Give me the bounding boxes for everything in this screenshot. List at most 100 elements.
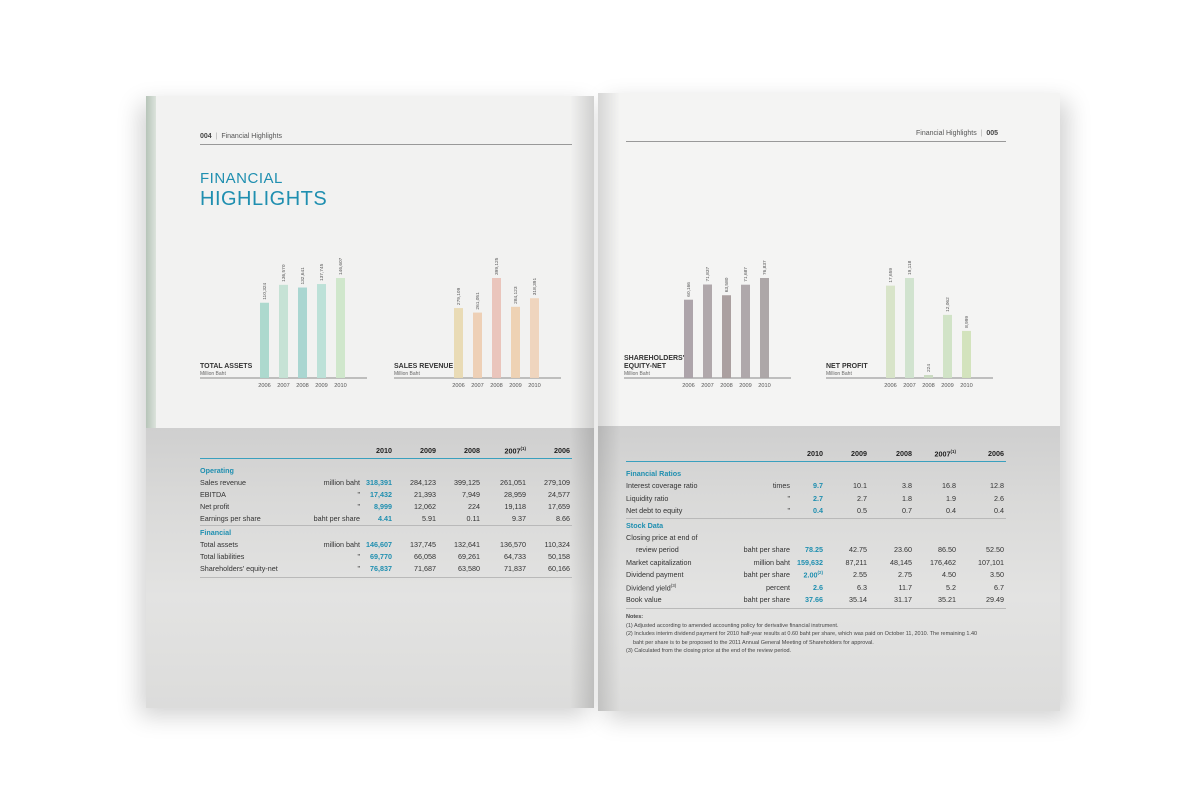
table-row: Sales revenue million baht 318,391 284,123 3… xyxy=(200,478,572,488)
x-tick-label: 2008 xyxy=(490,383,502,389)
row-unit: baht per share xyxy=(743,570,790,580)
chart-bar xyxy=(317,284,326,378)
cell-value: 132,641 xyxy=(454,540,480,549)
header-rule xyxy=(200,144,572,145)
brushed-metal-panel xyxy=(146,428,594,708)
right-page: Financial Highlights | 005 SHAREHOLDERS'… xyxy=(598,93,1060,711)
page-title-line2: HIGHLIGHTS xyxy=(200,188,328,210)
cell-value: 12,062 xyxy=(414,502,436,511)
chart-bar xyxy=(924,375,933,378)
table-row: Dividend payment baht per share 2.00(2) 2.5… xyxy=(626,570,1006,580)
cell-value: 8,999 xyxy=(374,502,392,511)
cell-value: 4.50 xyxy=(942,570,956,580)
bar-value-label: 318,391 xyxy=(532,278,538,296)
bar-value-label: 279,109 xyxy=(456,287,462,305)
cell-value: 35.21 xyxy=(938,595,956,604)
row-unit: " xyxy=(357,552,360,561)
x-tick-label: 2008 xyxy=(922,383,934,389)
year-header: 2010 xyxy=(376,446,392,455)
bar-value-label: 60,166 xyxy=(686,282,692,297)
x-tick-label: 2007 xyxy=(471,383,483,389)
x-tick-label: 2007 xyxy=(903,383,915,389)
x-tick-label: 2009 xyxy=(509,383,521,389)
bar-value-label: 71,687 xyxy=(743,267,749,282)
row-unit: million baht xyxy=(753,557,790,567)
ratios-stock-table: 2010 2009 2008 2007(1) 2006 Financial Ratios I… xyxy=(626,449,1006,610)
cell-value: 48,145 xyxy=(890,557,912,567)
cell-value: 159,632 xyxy=(797,557,823,567)
row-unit: " xyxy=(787,506,790,516)
cell-value: 63,580 xyxy=(458,564,480,573)
chart-bar xyxy=(760,278,769,378)
note-2-cont: baht per share is to be proposed to the … xyxy=(633,639,874,646)
footnote-ref: (1) xyxy=(520,446,527,451)
row-unit: baht per share xyxy=(743,545,790,555)
row-label: Earnings per share xyxy=(200,514,261,523)
cell-value: 71,837 xyxy=(504,564,526,573)
brushed-metal-panel xyxy=(598,426,1060,711)
row-label: review period xyxy=(636,545,679,555)
row-label: Dividend yield(3) xyxy=(626,582,677,592)
cell-value: 2.6 xyxy=(813,582,823,592)
bar-value-label: 399,125 xyxy=(494,257,500,275)
cell-value: 0.7 xyxy=(902,506,912,516)
chart-bar xyxy=(511,306,520,378)
section-title: Stock Data xyxy=(626,520,664,530)
notes: Notes: (1) Adjusted according to amended… xyxy=(626,613,1026,656)
cell-value: 2.00(2) xyxy=(803,570,824,580)
row-label: Book value xyxy=(626,595,662,604)
cell-value: 1.8 xyxy=(902,493,912,503)
header-rule xyxy=(200,458,572,459)
table-row: Liquidity ratio " 2.7 2.7 1.8 1.9 2.6 xyxy=(626,494,1006,504)
row-unit: million baht xyxy=(323,540,360,549)
cell-value: 8.66 xyxy=(556,514,570,523)
chart-bar xyxy=(260,302,269,378)
row-label: Sales revenue xyxy=(200,478,246,487)
section-title: Operating xyxy=(200,466,234,475)
section-row: Financial Ratios xyxy=(626,469,1006,479)
row-unit: " xyxy=(787,493,790,503)
cell-value: 2.7 xyxy=(813,493,823,503)
cell-value: 10.1 xyxy=(853,481,867,491)
header-rule xyxy=(626,141,1006,142)
table-row: Net profit " 8,999 12,062 224 19,118 17,659 xyxy=(200,502,572,512)
bar-value-label: 12,062 xyxy=(945,297,951,312)
footnote-ref: (3) xyxy=(670,582,677,588)
cell-value: 0.11 xyxy=(466,514,480,523)
cell-value: 29.49 xyxy=(986,595,1004,604)
cell-value: 3.50 xyxy=(990,570,1004,580)
cell-value: 6.7 xyxy=(994,582,1004,592)
bar-value-label: 261,051 xyxy=(475,292,481,310)
gutter-shadow xyxy=(570,96,594,708)
table-row: EBITDA " 17,432 21,393 7,949 28,959 24,577 xyxy=(200,490,572,500)
bar-value-label: 284,123 xyxy=(513,286,519,304)
year-header: 2007(1) xyxy=(934,449,957,459)
cell-value: 24,577 xyxy=(548,490,570,499)
bar-value-label: 136,570 xyxy=(281,264,287,282)
bar-value-label: 8,999 xyxy=(964,316,970,328)
row-unit: " xyxy=(357,564,360,573)
bar-value-label: 137,745 xyxy=(319,263,325,281)
section-title: Financial Ratios xyxy=(626,469,682,478)
page-header: 004 | Financial Highlights xyxy=(200,133,283,140)
row-label: Net debt to equity xyxy=(626,506,683,516)
x-tick-label: 2008 xyxy=(296,383,308,389)
x-tick-label: 2006 xyxy=(452,383,464,389)
cell-value: 21,393 xyxy=(414,490,436,499)
cell-value: 12.8 xyxy=(990,481,1004,491)
chart-title: EQUITY-NET xyxy=(624,363,667,370)
table-row: review period baht per share 78.25 42.75 23.… xyxy=(626,545,1006,555)
bar-value-label: 146,607 xyxy=(338,257,344,275)
bar-value-label: 17,659 xyxy=(888,268,894,283)
x-tick-label: 2009 xyxy=(315,383,327,389)
cell-value: 176,462 xyxy=(930,557,956,567)
cell-value: 3.8 xyxy=(902,481,912,491)
cell-value: 137,745 xyxy=(410,540,436,549)
cell-value: 279,109 xyxy=(544,478,570,487)
x-tick-label: 2006 xyxy=(682,383,694,389)
cell-value: 0.4 xyxy=(994,506,1004,516)
operating-financial-table: 2010 2009 2008 2007(1) 2006 Operating Sales re… xyxy=(200,446,572,586)
cell-value: 2.55 xyxy=(853,570,867,580)
